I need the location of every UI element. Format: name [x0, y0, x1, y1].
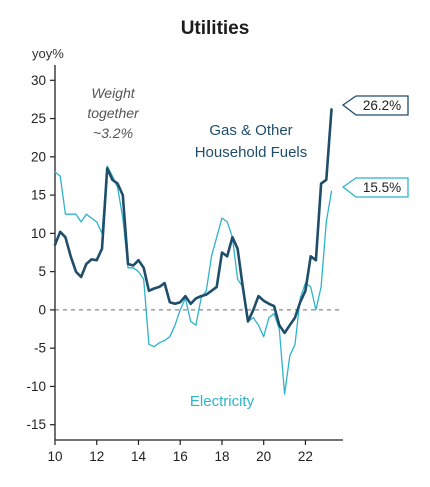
y-tick-label: 20: [31, 149, 46, 164]
x-tick-label: 16: [173, 449, 188, 464]
series-layer: [53, 108, 333, 395]
gas-series-label-line1: Gas & Other: [209, 122, 292, 139]
y-tick-label: -10: [26, 379, 46, 394]
electricity-series-line: [54, 165, 333, 395]
gas-series-line: [53, 108, 333, 335]
weight-annotation-line2: together: [87, 105, 140, 121]
y-tick-label: 10: [31, 226, 46, 241]
y-tick-label: 0: [38, 302, 46, 317]
y-tick-label: 15: [31, 188, 46, 203]
gas-end-value: 26.2%: [363, 98, 401, 113]
x-tick-label: 12: [89, 449, 104, 464]
x-tick-label: 22: [298, 449, 313, 464]
y-tick-label: -5: [34, 341, 46, 356]
y-tick-label: 30: [31, 73, 46, 88]
x-tick-label: 14: [131, 449, 147, 464]
electricity-series-label: Electricity: [190, 393, 255, 410]
gas-end-callout: 26.2%: [341, 95, 409, 116]
electricity-end-callout: 15.5%: [341, 177, 409, 198]
chart-title: Utilities: [181, 18, 250, 39]
electricity-end-value: 15.5%: [363, 180, 401, 195]
x-tick-label: 18: [214, 449, 229, 464]
y-tick-label: -15: [26, 417, 46, 432]
weight-annotation-line1: Weight: [91, 85, 135, 101]
y-tick-label: 5: [38, 264, 46, 279]
y-tick-label: 25: [31, 111, 46, 126]
gas-series-label-line2: Household Fuels: [195, 144, 308, 161]
axes: -15 -10 -5 0 5 10 15 20 25 30 10 12 14 16 18 20 22: [26, 65, 343, 464]
weight-annotation-line3: ~3.2%: [93, 125, 133, 141]
x-tick-label: 10: [47, 449, 62, 464]
x-tick-label: 20: [256, 449, 271, 464]
y-axis-label: yoy%: [32, 46, 64, 61]
